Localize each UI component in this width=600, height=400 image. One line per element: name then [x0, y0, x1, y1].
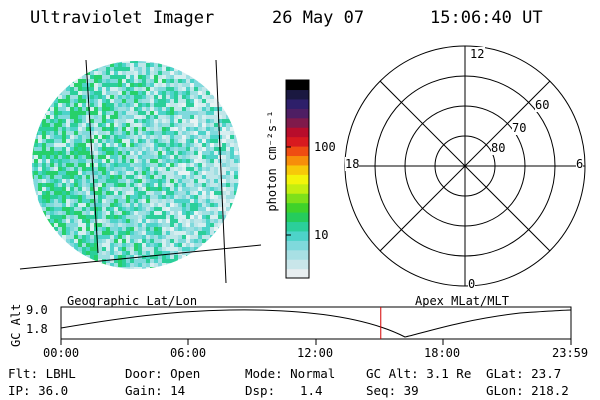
- gain-value: Gain: 14: [125, 383, 186, 398]
- apex-caption: Apex MLat/MLT: [415, 294, 509, 308]
- gc-alt-axis-label: GC Alt: [9, 303, 23, 347]
- seq-value: Seq: 39: [366, 383, 419, 398]
- colorbar-segment: [286, 183, 309, 194]
- mlat-label-70: 70: [512, 121, 527, 135]
- emission-pixels: [32, 61, 240, 269]
- colorbar-segment: [286, 221, 309, 232]
- gc-alt-value: GC Alt: 3.1 Re: [366, 366, 472, 381]
- geographic-caption: Geographic Lat/Lon: [67, 294, 198, 308]
- colorbar-segment: [286, 117, 309, 128]
- time-tick-0000: 00:00: [43, 346, 80, 360]
- colorbar-gradient: [286, 80, 309, 279]
- colorbar-segment: [286, 268, 309, 279]
- door-status: Door: Open: [125, 366, 201, 381]
- colorbar-segment: [286, 155, 309, 166]
- polar-plot: [344, 45, 586, 287]
- mlt-line-diagonal: [379, 80, 551, 252]
- instrument-title: Ultraviolet Imager: [30, 8, 215, 28]
- colorbar-segment: [286, 108, 309, 119]
- glon-value: GLon: 218.2: [486, 383, 569, 398]
- colorbar-frame: [285, 79, 310, 279]
- time-tick-1800: 18:00: [424, 346, 461, 360]
- colorbar-segment: [286, 249, 309, 260]
- colorbar-tick-10: 10: [314, 228, 329, 242]
- colorbar-unit-text: photon cm⁻²s⁻¹: [265, 110, 279, 212]
- colorbar-segment: [286, 80, 309, 91]
- time-tick-0600: 06:00: [170, 346, 207, 360]
- colorbar-segment: [286, 202, 309, 213]
- mlt-label-12: 12: [469, 47, 486, 61]
- glat-value: GLat: 23.7: [486, 366, 562, 381]
- altitude-timeline: [60, 306, 572, 345]
- mlt-label-0: 0: [468, 277, 476, 291]
- polar-grid: [344, 45, 586, 287]
- timeline-ticks: [60, 339, 572, 345]
- altitude-curve: [60, 309, 572, 338]
- ip-value: IP: 36.0: [8, 383, 69, 398]
- mlat-label-80: 80: [491, 141, 506, 155]
- time-tick-2359: 23:59: [552, 346, 589, 360]
- colorbar-tick-100: 100: [314, 140, 336, 154]
- colorbar-segment: [286, 98, 309, 109]
- image-time: 15:06:40 UT: [430, 8, 543, 28]
- colorbar-segment: [286, 164, 309, 175]
- gc-alt-tick-1-8: 1.8: [26, 322, 48, 336]
- meridian-line: [85, 59, 99, 254]
- colorbar-segment: [286, 127, 309, 138]
- colorbar-segment: [286, 89, 309, 100]
- mlt-label-6: 6: [576, 157, 584, 171]
- mode-value: Mode: Normal: [245, 366, 336, 381]
- auroral-image: [19, 59, 262, 284]
- colorbar-segment: [286, 193, 309, 204]
- timeline-frame: [60, 306, 572, 340]
- mlt-label-18: 18: [345, 157, 360, 171]
- time-tick-1200: 12:00: [297, 346, 334, 360]
- colorbar-segment: [286, 136, 309, 147]
- dsp-label: Dsp:: [245, 383, 276, 398]
- meridian-line: [215, 59, 227, 284]
- colorbar-segment: [286, 174, 309, 185]
- geographic-grid: [19, 59, 262, 284]
- mlat-label-60: 60: [535, 98, 550, 112]
- colorbar-segment: [286, 212, 309, 223]
- colorbar-segment: [286, 230, 309, 241]
- latitude-line: [19, 244, 262, 270]
- image-date: 26 May 07: [272, 8, 365, 28]
- gc-alt-tick-9: 9.0: [26, 303, 48, 317]
- colorbar: [285, 79, 310, 279]
- dsp-value: 1.4: [300, 383, 323, 398]
- colorbar-segment: [286, 240, 309, 251]
- filter-value: Flt: LBHL: [8, 366, 76, 381]
- colorbar-segment: [286, 146, 309, 157]
- colorbar-segment: [286, 259, 309, 270]
